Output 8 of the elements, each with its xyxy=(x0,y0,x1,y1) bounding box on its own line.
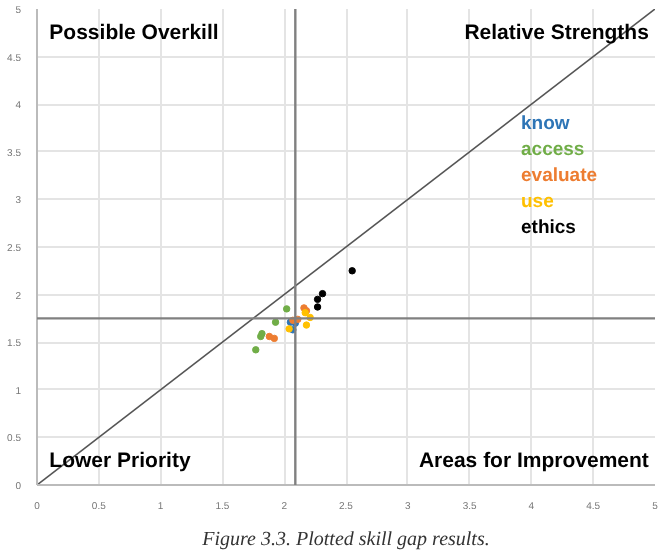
text: ethics xyxy=(521,217,576,239)
annotation: Areas for Improvement xyxy=(418,449,650,474)
text: evaluate xyxy=(521,165,598,187)
text: use xyxy=(521,191,554,213)
text: access xyxy=(521,139,585,161)
caption: Figure 3.3. Plotted skill gap results. xyxy=(200,529,490,551)
annotation: Possible Overkill xyxy=(49,20,219,45)
text: know xyxy=(521,113,571,135)
